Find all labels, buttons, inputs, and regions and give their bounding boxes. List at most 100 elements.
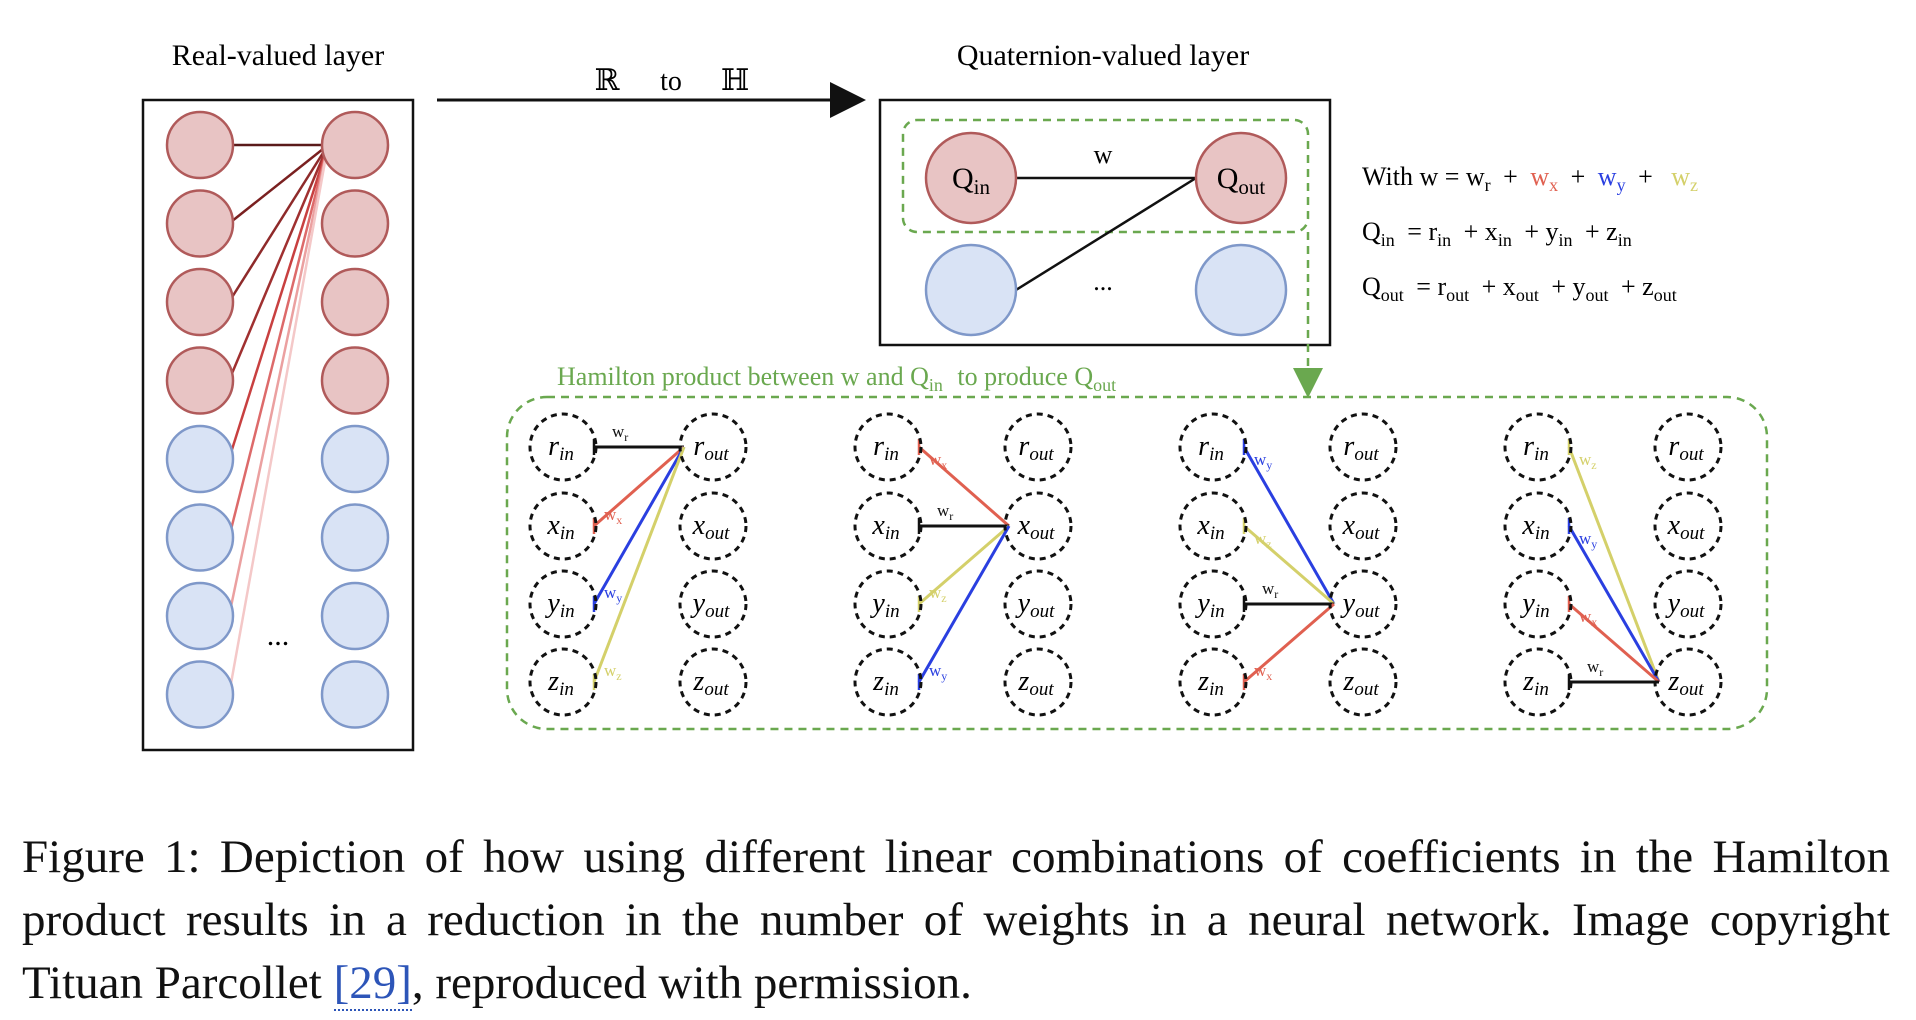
hamilton-input-node xyxy=(1503,491,1573,561)
hamilton-weight-line-wz xyxy=(1567,446,1661,683)
hamilton-input-node-label: xin xyxy=(546,510,574,544)
hamilton-output-node xyxy=(1003,491,1073,561)
hamilton-weight-line-wz xyxy=(1243,524,1335,606)
hamilton-input-node-label: zin xyxy=(1197,666,1224,700)
hamilton-output-node-label: zout xyxy=(1017,666,1054,700)
real-output-neuron xyxy=(320,660,390,729)
hamilton-output-node xyxy=(1328,412,1398,482)
caption-text: Figure 1: Depiction of how using differe… xyxy=(22,831,1890,1009)
hamilton-input-node-label: xin xyxy=(1521,510,1549,544)
quat-cross-line xyxy=(1015,176,1197,292)
hamilton-group-1: wr wx wy wz rin rout xin xout yin yout zin zout xyxy=(528,412,748,717)
real-input-neuron-active xyxy=(165,189,235,258)
hamilton-input-node xyxy=(1178,491,1248,561)
hamilton-input-node xyxy=(1503,412,1573,482)
hamilton-weight-label-wz: wz xyxy=(604,661,622,683)
hamilton-output-node xyxy=(1003,412,1073,482)
hamilton-weight-label-wz: wz xyxy=(929,583,947,605)
arrow-to-label: to xyxy=(660,66,682,97)
hamilton-input-node-label: zin xyxy=(1522,666,1549,700)
hamilton-input-node xyxy=(853,569,923,639)
hamilton-output-node xyxy=(1653,412,1723,482)
hamilton-input-node-label: yin xyxy=(544,588,574,622)
equation-q-out: Qout = rout + xout + yout + zout xyxy=(1362,272,1677,307)
quaternion-figure: Real-valued layer ... ℝ to ℍ Quaternion-… xyxy=(141,39,1769,752)
hamilton-input-node xyxy=(853,412,923,482)
hamilton-output-node xyxy=(678,569,748,639)
hamilton-output-node xyxy=(678,647,748,717)
hamilton-output-node xyxy=(678,491,748,561)
hamilton-output-node-label: xout xyxy=(1017,510,1055,544)
hamilton-weight-label-wx: wx xyxy=(1579,607,1597,629)
hamilton-output-node xyxy=(1328,491,1398,561)
hamilton-dashed-box xyxy=(505,395,1769,731)
equation-q-in: Qin = rin + xin + yin + zin xyxy=(1362,217,1632,252)
hamilton-weight-line-wx xyxy=(1568,602,1660,684)
hamilton-weight-label-wx: wx xyxy=(1254,661,1272,683)
hamilton-output-node-label: zout xyxy=(692,666,729,700)
reals-symbol: ℝ xyxy=(595,64,621,97)
real-output-neuron xyxy=(320,424,390,494)
q-in-label: Qin xyxy=(952,162,991,199)
hamilton-weight-label-wy: wy xyxy=(1579,529,1597,551)
hamilton-input-node xyxy=(853,491,923,561)
real-output-neuron xyxy=(320,503,390,572)
hamilton-input-node-label: rin xyxy=(1523,431,1549,465)
figure-caption: Figure 1: Depiction of how using differe… xyxy=(22,826,1890,1015)
hamilton-weight-label-wr: wr xyxy=(1587,657,1603,679)
hamilton-output-node-label: rout xyxy=(1668,431,1704,465)
hamilton-input-node xyxy=(528,569,598,639)
hamilton-input-node-label: rin xyxy=(1198,431,1224,465)
hamilton-input-node-label: yin xyxy=(869,588,899,622)
caption-tail: , reproduced with permission. xyxy=(411,957,972,1009)
hamilton-weight-label-wy: wy xyxy=(929,661,947,683)
hamilton-input-node xyxy=(1503,647,1573,717)
hamilton-weight-label-wr: wr xyxy=(937,501,953,523)
equation-w: With w = wr + wx + wy + wz xyxy=(1362,162,1698,197)
quat-layer-title: Quaternion-valued layer xyxy=(957,39,1249,72)
real-layer-title: Real-valued layer xyxy=(172,39,384,72)
hamilton-weight-line-wy xyxy=(1567,525,1661,683)
real-layer-nodes xyxy=(165,110,390,729)
hamilton-input-node xyxy=(1178,412,1248,482)
real-connection-line xyxy=(227,144,330,303)
hamilton-input-node-label: yin xyxy=(1194,588,1224,622)
real-connection-line xyxy=(227,144,330,695)
hamilton-weight-label-wy: wy xyxy=(1254,450,1272,472)
quat-selection-dashed-box xyxy=(901,118,1310,234)
hamilton-weight-line-wz xyxy=(918,524,1010,606)
hamilton-weight-label-wz: wz xyxy=(1579,450,1597,472)
equations: With w = wr + wx + wy + wz Qin = rin + x… xyxy=(1362,162,1698,307)
real-layer-ellipsis: ... xyxy=(267,619,290,652)
hamilton-input-node xyxy=(1178,647,1248,717)
real-input-neuron-active xyxy=(165,267,235,337)
hamilton-output-node xyxy=(1003,647,1073,717)
real-input-neuron xyxy=(165,581,235,651)
real-input-neuron xyxy=(165,424,235,494)
q-out-node xyxy=(1194,131,1288,225)
hamilton-output-node-label: xout xyxy=(692,510,730,544)
hamilton-output-node-label: rout xyxy=(1018,431,1054,465)
hamilton-weight-label-wr: wr xyxy=(612,422,628,444)
citation-link[interactable]: [29] xyxy=(333,957,412,1011)
hamilton-output-node-label: yout xyxy=(1340,588,1380,622)
hamilton-weight-label-wz: wz xyxy=(1254,529,1272,551)
hamilton-input-node-label: rin xyxy=(873,431,899,465)
q-in-node xyxy=(924,131,1018,225)
real-output-neuron-active xyxy=(320,189,390,258)
real-input-neuron xyxy=(165,660,235,729)
hamilton-output-node-label: rout xyxy=(1343,431,1379,465)
hamilton-output-node xyxy=(1653,491,1723,561)
hamilton-group-4: wz wy wx wr rin rout xin xout yin yout zin zout xyxy=(1503,412,1723,717)
hamilton-input-node xyxy=(1178,569,1248,639)
hamilton-input-node-label: rin xyxy=(548,431,574,465)
hamilton-output-node xyxy=(1003,569,1073,639)
hamilton-weight-line-wx xyxy=(918,445,1010,528)
hamilton-input-node xyxy=(528,491,598,561)
quat-weight-label: w xyxy=(1094,140,1113,169)
hamilton-output-node-label: xout xyxy=(1342,510,1380,544)
hamilton-weight-line-wy xyxy=(917,525,1011,683)
hamilton-output-node xyxy=(1653,647,1723,717)
hamilton-input-node-label: zin xyxy=(547,666,574,700)
hamilton-weight-line-wx xyxy=(593,445,685,528)
